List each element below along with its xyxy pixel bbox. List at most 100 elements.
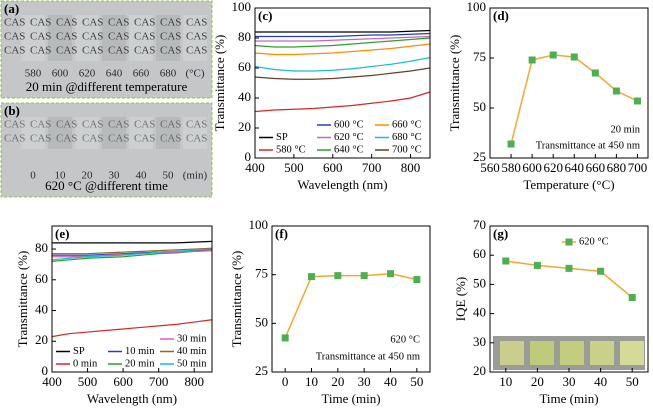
y-tick-label: 100 <box>467 0 487 14</box>
sample-strip <box>75 15 99 61</box>
inset-sample <box>590 341 614 365</box>
x-tick-label: 20 <box>531 374 544 389</box>
photo-mark-text: CAS <box>160 133 181 145</box>
photo-mark-text: CAS <box>160 17 181 29</box>
photo-mark-text: CAS <box>108 133 129 145</box>
y-tick-label: 20 <box>35 332 48 347</box>
photo-mark-text: CAS <box>30 31 51 43</box>
series-line <box>51 248 213 261</box>
photo-mark-text: CAS <box>56 119 77 131</box>
x-tick-label: 10 <box>305 374 318 389</box>
photo-mark-text: CAS <box>108 45 129 57</box>
legend-label: 640 °C <box>334 144 364 155</box>
legend-label: 620 °C <box>334 132 364 143</box>
data-point <box>549 51 557 59</box>
y-tick-label: 25 <box>473 149 486 164</box>
sample-strip <box>75 117 99 149</box>
legend-label: SP <box>276 132 288 143</box>
photo-tick-label: 640 <box>106 68 123 80</box>
x-tick-label: 30 <box>358 374 371 389</box>
y-tick-label: 25 <box>255 363 268 378</box>
series-line <box>255 32 431 38</box>
photo-mark-text: CAS <box>56 45 77 57</box>
annotation: Transmittance at 450 nm <box>316 351 420 362</box>
x-tick-label: 20 <box>331 374 344 389</box>
x-tick-label: 800 <box>401 160 421 175</box>
x-tick-label: 600 <box>323 160 343 175</box>
legend-label: 700 °C <box>392 144 422 155</box>
photo-mark-text: CAS <box>82 119 103 131</box>
photo-tick-label: 10 <box>55 170 67 182</box>
photo-mark-text: CAS <box>134 17 155 29</box>
photo-mark-text: CAS <box>160 31 181 43</box>
y-axis-label: Transmittance (%) <box>447 35 462 132</box>
photo-mark-text: CAS <box>30 17 51 29</box>
y-tick-label: 40 <box>35 302 48 317</box>
plot-frame <box>271 225 431 373</box>
x-tick-label: 680 <box>607 160 627 175</box>
data-point <box>360 272 368 280</box>
sample-strip <box>183 117 207 149</box>
panel-label: (d) <box>493 8 509 23</box>
x-tick-label: 400 <box>42 374 62 389</box>
y-axis-label: Transmittance (%) <box>212 35 227 132</box>
sample-strip <box>129 15 153 61</box>
photo-mark-text: CAS <box>134 31 155 43</box>
photo-mark-text: CAS <box>134 45 155 57</box>
x-axis-label: Wavelength (nm) <box>297 177 387 192</box>
y-tick-label: 40 <box>238 89 251 104</box>
photo-mark-text: CAS <box>4 31 25 43</box>
sample-strip <box>156 117 180 149</box>
data-point <box>633 97 641 105</box>
photo-mark-text: CAS <box>134 119 155 131</box>
plot-frame <box>51 225 213 373</box>
legend-label: SP <box>73 346 85 357</box>
x-tick-label: 600 <box>113 374 133 389</box>
x-tick-label: 0 <box>282 374 289 389</box>
x-tick-label: 400 <box>245 160 265 175</box>
photo-mark-text: CAS <box>82 17 103 29</box>
photo-mark-text: CAS <box>186 133 207 145</box>
photo-mark-text: CAS <box>160 119 181 131</box>
x-tick-label: 30 <box>563 374 576 389</box>
x-tick-label: 500 <box>78 374 98 389</box>
y-tick-label: 50 <box>473 99 486 114</box>
photo-tick-label: (min) <box>183 170 208 182</box>
legend-label: 40 min <box>177 346 207 357</box>
x-tick-label: 620 <box>543 160 563 175</box>
y-tick-label: 75 <box>255 266 268 281</box>
photo-tick-label: 20 <box>82 170 94 182</box>
photo-mark-text: CAS <box>30 45 51 57</box>
data-point <box>387 270 394 278</box>
series-line <box>254 43 431 56</box>
photo-mark-text: CAS <box>56 133 77 145</box>
photo-mark-text: CAS <box>4 45 25 57</box>
data-point <box>597 267 605 275</box>
data-point <box>413 276 421 284</box>
y-tick-label: 80 <box>35 240 48 255</box>
photo-mark-text: CAS <box>82 133 103 145</box>
x-tick-label: 700 <box>362 160 382 175</box>
legend-label: 580 °C <box>276 144 306 155</box>
x-axis-label: Temperature (°C) <box>523 177 614 192</box>
inset-sample <box>560 341 584 365</box>
y-tick-label: 75 <box>473 49 486 64</box>
sample-strip <box>21 117 45 149</box>
sample-strip <box>48 117 72 149</box>
data-point <box>565 264 573 272</box>
panel-label: (e) <box>55 226 69 241</box>
photo-mark-text: CAS <box>56 31 77 43</box>
legend-label: 680 °C <box>392 132 422 143</box>
sample-strip <box>102 15 126 61</box>
series-line <box>254 67 431 80</box>
photo-mark-text: CAS <box>4 119 25 131</box>
series-line <box>255 35 431 42</box>
series-line <box>255 29 431 33</box>
x-tick-label: 560 <box>480 160 500 175</box>
x-axis-label: Time (min) <box>539 391 598 406</box>
x-tick-label: 40 <box>384 374 397 389</box>
x-tick-label: 700 <box>628 160 648 175</box>
data-point <box>570 53 578 61</box>
plot-frame <box>489 7 649 159</box>
